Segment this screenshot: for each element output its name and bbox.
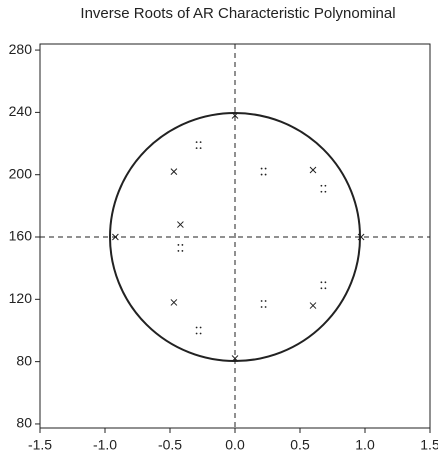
point xyxy=(170,168,178,175)
y-tick-label: 200 xyxy=(9,165,33,181)
y-tick-label: 160 xyxy=(9,228,33,244)
marker-stroke xyxy=(357,233,365,241)
marker-stroke xyxy=(177,221,184,228)
marker-dot xyxy=(199,332,202,335)
point xyxy=(177,221,184,228)
marker-dot xyxy=(260,306,263,308)
marker-stroke xyxy=(170,299,178,306)
x-tick-label: 0.5 xyxy=(290,437,310,453)
marker-dot xyxy=(181,244,184,246)
marker-dot xyxy=(264,173,267,176)
marker-dot xyxy=(320,184,323,187)
point xyxy=(231,112,239,119)
x-tick-label: 0.0 xyxy=(225,437,245,453)
y-tick-label: 240 xyxy=(9,103,33,119)
marker-dot xyxy=(195,326,198,329)
marker-dot xyxy=(324,287,327,290)
marker-dot xyxy=(324,190,327,193)
x-tick-label: -0.5 xyxy=(158,437,182,453)
y-tick-label: 280 xyxy=(9,41,33,57)
point xyxy=(260,167,267,176)
marker-stroke xyxy=(231,355,239,362)
x-tick-label: -1.5 xyxy=(28,437,52,453)
point xyxy=(320,281,327,290)
marker-dot xyxy=(195,147,198,150)
marker-dot xyxy=(177,250,180,252)
marker-dot xyxy=(264,167,267,170)
marker-dot xyxy=(195,141,198,144)
x-tick-label: 1.5 xyxy=(420,437,438,453)
point xyxy=(195,141,202,150)
marker-stroke xyxy=(309,302,317,309)
point xyxy=(309,166,317,174)
marker-dot xyxy=(324,184,327,187)
marker-dot xyxy=(264,300,267,302)
x-tick-label: 1.0 xyxy=(355,437,375,453)
marker-dot xyxy=(181,250,184,252)
y-tick-label: 80 xyxy=(16,415,32,431)
marker-dot xyxy=(260,167,263,170)
marker-dot xyxy=(260,173,263,176)
marker-stroke xyxy=(170,168,178,175)
point xyxy=(309,302,317,309)
marker-dot xyxy=(320,190,323,193)
unit-circle xyxy=(109,112,361,363)
marker-dot xyxy=(260,300,263,302)
point xyxy=(231,355,239,362)
marker-dot xyxy=(199,326,202,329)
point xyxy=(195,326,202,335)
y-tick-label: 120 xyxy=(9,290,33,306)
marker-dot xyxy=(199,141,202,144)
y-tick-label: 80 xyxy=(16,352,32,368)
marker-dot xyxy=(324,281,327,284)
marker-stroke xyxy=(309,166,317,174)
marker-dot xyxy=(177,244,180,246)
point xyxy=(112,233,119,241)
point xyxy=(177,244,184,252)
point xyxy=(320,184,327,193)
marker-dot xyxy=(195,332,198,335)
marker-dot xyxy=(264,306,267,308)
marker-stroke xyxy=(112,233,119,241)
marker-dot xyxy=(199,147,202,150)
point xyxy=(170,299,178,306)
point xyxy=(260,300,267,308)
marker-dot xyxy=(320,287,323,290)
marker-dot xyxy=(320,281,323,284)
x-tick-label: -1.0 xyxy=(93,437,117,453)
chart-title: Inverse Roots of AR Characteristic Polyn… xyxy=(80,5,395,22)
point xyxy=(357,233,365,241)
marker-stroke xyxy=(231,112,239,119)
